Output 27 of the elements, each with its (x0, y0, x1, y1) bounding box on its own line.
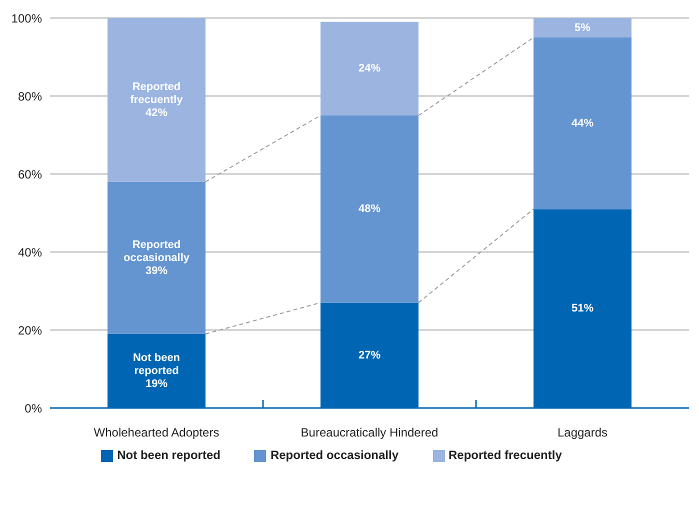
x-tick-label: Wholehearted Adopters (94, 426, 220, 440)
bar (320, 116, 419, 303)
bar (534, 18, 632, 38)
legend-label: Not been reported (117, 448, 220, 462)
legend-label: Reported frecuently (448, 448, 562, 462)
bar (534, 38, 632, 210)
data-label: 24% (358, 62, 381, 75)
y-tick-label: 60% (18, 167, 42, 182)
bar (320, 22, 419, 116)
y-tick-label: 20% (18, 323, 42, 338)
bar (108, 182, 206, 334)
data-label: 44% (571, 117, 594, 130)
data-label: 48% (358, 203, 381, 216)
data-label: 51% (571, 302, 594, 315)
data-label: Not been reported 19% (132, 352, 180, 390)
y-tick-label: 80% (18, 89, 42, 104)
x-tick-label: Bureaucratically Hindered (300, 426, 438, 440)
data-label: 5% (574, 22, 591, 34)
x-tick-label: Laggards (557, 426, 608, 440)
y-tick-label: 0% (24, 401, 42, 416)
data-label: Reported occasionally 39% (123, 238, 190, 277)
y-tick-label: 40% (18, 245, 42, 260)
data-label: Reported frecuently 42% (130, 80, 184, 119)
bar (108, 18, 206, 182)
y-tick-label: 100% (11, 11, 42, 26)
legend-label: Reported occasionally (270, 448, 399, 462)
data-label: 27% (358, 349, 381, 362)
